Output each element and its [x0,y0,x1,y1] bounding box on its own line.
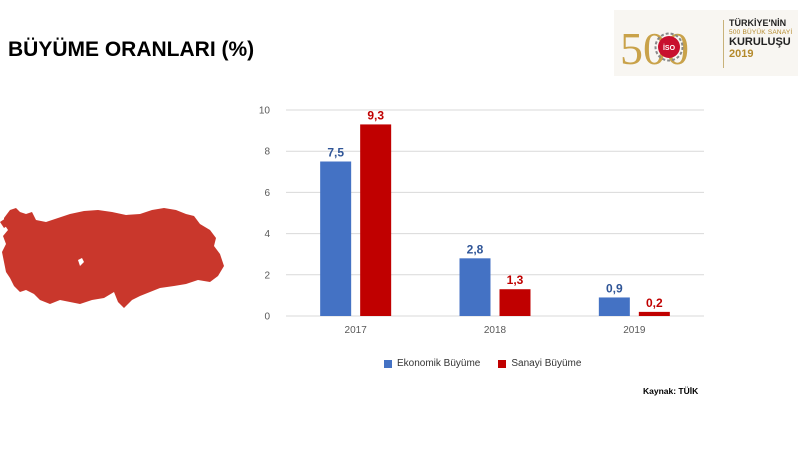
legend-item-industry: Sanayi Büyüme [498,358,581,369]
logo-line-1: TÜRKİYE'NİN [729,18,787,28]
turkey-map-icon [0,208,224,308]
logo-line-3: KURULUŞU [729,36,791,49]
source-note: Kaynak: TÜİK [643,386,699,396]
x-tick-label: 2017 [345,325,368,336]
y-tick-label: 8 [264,147,270,158]
legend-swatch-industry [498,359,507,368]
bar-economic [459,258,491,316]
data-label: 1,3 [507,273,524,287]
growth-rates-bar-chart: 0 2 4 6 8 10 2017 7,5 9,3 2018 2,8 1,3 2019 0,9 0,2 [259,106,704,336]
page-title: BÜYÜME ORANLARI (%) [8,38,255,61]
logo-divider [723,20,724,68]
legend-label-industry: Sanayi Büyüme [511,358,582,369]
logo-year: 2019 [729,48,754,61]
data-label: 0,2 [646,296,663,310]
iso-500-logo: 500 İSO TÜRKİYE'NİN 500 BÜYÜK SANAYİ KUR… [614,10,798,76]
bar-industry [360,124,392,316]
y-tick-label: 6 [264,188,270,199]
y-tick-label: 4 [264,229,270,240]
bar-industry [499,289,531,316]
x-tick-label: 2019 [623,325,646,336]
data-label: 2,8 [467,242,484,256]
bar-economic [320,161,352,316]
data-label: 9,3 [367,108,384,122]
logo-emblem-text: İSO [663,44,676,52]
x-tick-label: 2018 [484,325,507,336]
chart-legend: Ekonomik Büyüme Sanayi Büyüme [384,358,581,369]
iso-500-emblem-icon: 500 İSO [620,23,689,72]
legend-label-economic: Ekonomik Büyüme [397,358,481,369]
y-tick-label: 0 [264,312,270,323]
legend-swatch-economic [384,359,392,368]
data-label: 7,5 [327,146,344,160]
y-tick-label: 2 [264,270,270,281]
legend-item-economic: Ekonomik Büyüme [384,358,480,369]
y-tick-label: 10 [259,106,271,117]
bar-economic [598,297,630,316]
bar-industry [638,311,670,316]
data-label: 0,9 [606,281,623,295]
logo-line-2: 500 BÜYÜK SANAYİ [729,28,793,36]
